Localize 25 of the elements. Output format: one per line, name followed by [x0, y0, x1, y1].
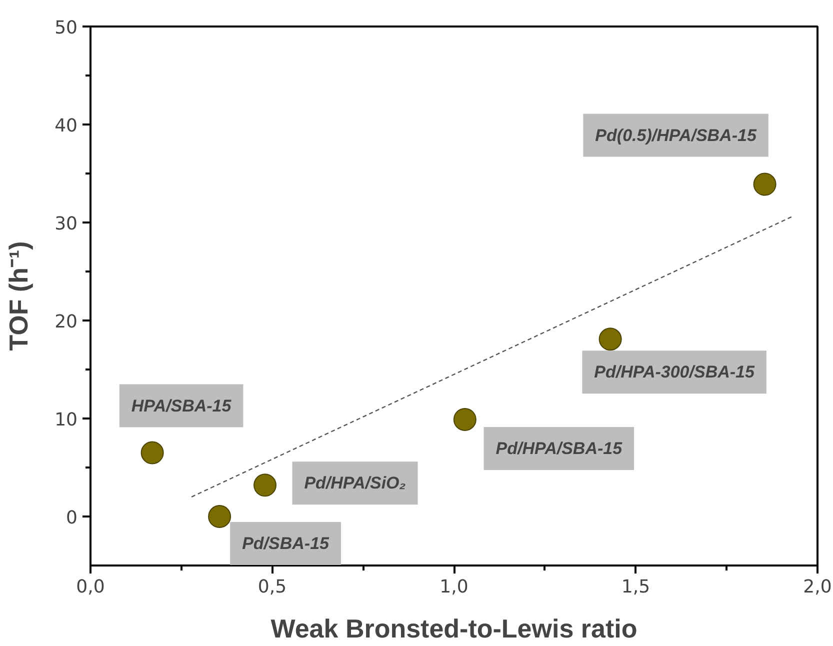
y-tick-label: 50 — [54, 18, 78, 38]
annotation: Pd/HPA/SiO₂ — [304, 474, 406, 493]
x-axis-title: Weak Bronsted-to-Lewis ratio — [270, 614, 638, 644]
x-tick-label: 1,5 — [621, 576, 650, 598]
point — [208, 505, 232, 528]
annotation: Pd(0.5)/HPA/SBA-15 — [595, 126, 757, 145]
point — [598, 328, 622, 351]
y-tick-label: 0 — [66, 508, 78, 528]
point — [140, 441, 164, 464]
y-tick-label: 30 — [54, 214, 78, 234]
annotation: Pd/SBA-15 — [242, 534, 330, 553]
x-tick-label: 0,0 — [76, 576, 105, 598]
y-tick-label: 10 — [54, 410, 78, 430]
y-axis-title: TOF (h⁻¹) — [4, 241, 34, 351]
point — [253, 474, 276, 497]
point — [753, 172, 776, 196]
y-tick-label: 40 — [54, 116, 78, 136]
annotation: Pd/HPA-300/SBA-15 — [594, 362, 755, 382]
y-tick-label: 20 — [54, 312, 78, 332]
x-tick-label: 1,0 — [440, 576, 468, 598]
annotation: Pd/HPA/SBA-15 — [496, 438, 623, 458]
x-tick-label: 0,5 — [258, 576, 287, 598]
annotation: HPA/SBA-15 — [131, 396, 232, 416]
point — [453, 408, 476, 431]
x-tick-label: 2,0 — [803, 576, 832, 598]
